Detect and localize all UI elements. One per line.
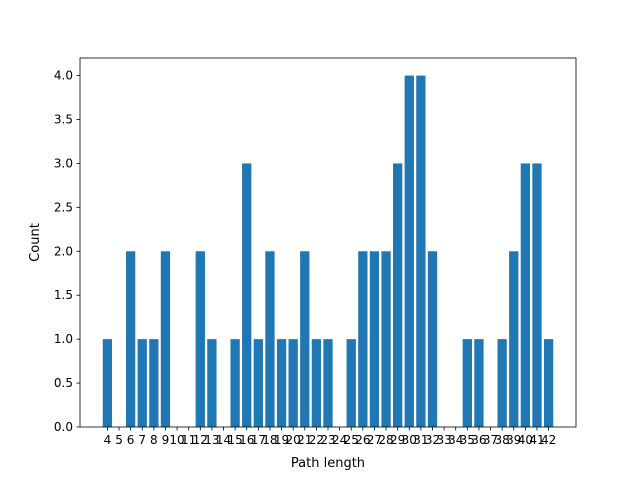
x-tick-label: 35 xyxy=(460,433,475,447)
bar-42 xyxy=(543,339,554,427)
x-tick-label: 5 xyxy=(115,433,123,447)
x-tick-label: 40 xyxy=(518,433,533,447)
x-tick-label: 29 xyxy=(390,433,405,447)
x-tick-label: 32 xyxy=(425,433,440,447)
x-tick-label: 20 xyxy=(286,433,301,447)
x-tick-label: 34 xyxy=(448,433,463,447)
y-tick-label: 3.0 xyxy=(54,156,73,170)
x-tick-label: 18 xyxy=(262,433,277,447)
x-tick-label: 30 xyxy=(402,433,417,447)
bar-32 xyxy=(427,251,438,427)
bar-19 xyxy=(276,339,287,427)
axes-layer: 0.00.51.01.52.02.53.03.54.04 5 6 7 8 9 1011121… xyxy=(54,57,577,447)
bar-35 xyxy=(462,339,472,427)
x-tick-label: 27 xyxy=(367,433,382,447)
x-tick-label: 23 xyxy=(320,433,335,447)
x-tick-label: 11 xyxy=(181,433,196,447)
x-tick-label: 21 xyxy=(297,433,312,447)
bar-40 xyxy=(520,163,531,427)
x-tick-label: 13 xyxy=(204,433,219,447)
y-tick-label: 2.0 xyxy=(54,244,73,258)
x-tick-label: 15 xyxy=(227,433,242,447)
y-tick-label: 0.5 xyxy=(54,376,73,390)
x-tick-label: 41 xyxy=(529,433,544,447)
y-tick-label: 1.5 xyxy=(54,288,73,302)
x-tick-label: 38 xyxy=(495,433,510,447)
bar-39 xyxy=(509,251,519,427)
bar-38 xyxy=(497,339,507,427)
bar-41 xyxy=(532,163,542,427)
bar-36 xyxy=(474,339,484,427)
x-tick-label: 37 xyxy=(483,433,498,447)
x-axis-label: Path length xyxy=(291,456,365,471)
y-axis-label: Count xyxy=(28,223,43,262)
x-tick-label: 6 xyxy=(127,433,135,447)
bar-20 xyxy=(288,339,298,427)
bar-16 xyxy=(242,163,252,427)
x-tick-label: 31 xyxy=(413,433,428,447)
bar-17 xyxy=(253,339,263,427)
bar-31 xyxy=(416,75,426,428)
bar-13 xyxy=(207,339,217,427)
y-tick-label: 0.0 xyxy=(54,420,73,434)
y-tick-label: 1.0 xyxy=(54,332,73,346)
x-tick-label: 25 xyxy=(344,433,359,447)
bar-6 xyxy=(125,251,136,427)
x-tick-label: 16 xyxy=(239,433,254,447)
bar-4 xyxy=(102,339,113,427)
x-tick-label: 17 xyxy=(251,433,266,447)
x-tick-label: 24 xyxy=(332,433,347,447)
bar-22 xyxy=(311,339,322,427)
y-tick-label: 2.5 xyxy=(54,200,73,214)
bar-29 xyxy=(393,163,403,427)
x-tick-label: 9 xyxy=(162,433,170,447)
y-tick-label: 4.0 xyxy=(54,69,73,83)
bar-8 xyxy=(149,339,159,427)
bar-12 xyxy=(195,251,205,427)
bar-28 xyxy=(381,251,391,427)
bar-15 xyxy=(230,339,240,427)
x-tick-label: 10 xyxy=(169,433,184,447)
x-tick-label: 14 xyxy=(216,433,231,447)
x-tick-label: 4 xyxy=(104,433,112,447)
x-tick-label: 12 xyxy=(193,433,208,447)
bar-9 xyxy=(160,251,171,427)
bar-23 xyxy=(323,339,333,427)
x-tick-label: 19 xyxy=(274,433,289,447)
x-tick-label: 7 xyxy=(138,433,146,447)
bar-27 xyxy=(369,251,380,427)
x-tick-label: 28 xyxy=(378,433,393,447)
x-tick-label: 36 xyxy=(471,433,486,447)
bar-18 xyxy=(265,251,275,427)
bars-layer xyxy=(102,75,554,428)
bar-26 xyxy=(358,251,368,427)
x-tick-label: 42 xyxy=(541,433,556,447)
bar-30 xyxy=(404,75,414,428)
x-tick-label: 8 xyxy=(150,433,158,447)
x-tick-label: 22 xyxy=(309,433,324,447)
x-tick-label: 33 xyxy=(436,433,451,447)
y-tick-label: 3.5 xyxy=(54,113,73,127)
x-tick-label: 26 xyxy=(355,433,370,447)
x-tick-label: 39 xyxy=(506,433,521,447)
bar-7 xyxy=(137,339,147,427)
bar-21 xyxy=(300,251,310,427)
bar-25 xyxy=(346,339,356,427)
